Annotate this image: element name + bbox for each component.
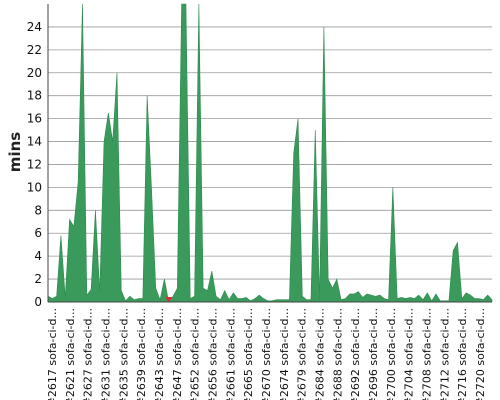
x-tick-label: #2631 sofa-ci-d... bbox=[100, 308, 113, 400]
grid-lines bbox=[48, 26, 492, 280]
x-tick-label: #2656 sofa-ci-d... bbox=[207, 308, 220, 400]
x-tick-label: #2674 sofa-ci-d... bbox=[278, 308, 291, 400]
y-tick-label: 10 bbox=[27, 180, 42, 194]
x-tick-label: #2635 sofa-ci-d... bbox=[117, 308, 130, 400]
axes bbox=[47, 4, 492, 303]
y-tick-label: 22 bbox=[27, 43, 42, 57]
success-duration-area bbox=[47, 3, 493, 303]
y-tick-label: 18 bbox=[27, 89, 42, 103]
y-tick-label: 6 bbox=[34, 226, 42, 240]
x-tick-label: #2643 sofa-ci-d... bbox=[153, 308, 166, 400]
y-tick-label: 8 bbox=[34, 203, 42, 217]
y-tick-label: 14 bbox=[27, 135, 42, 149]
y-axis-label: mins bbox=[6, 132, 24, 172]
x-tick-label: #2684 sofa-ci-d... bbox=[314, 308, 327, 400]
x-tick-label: #2665 sofa-ci-d... bbox=[242, 308, 255, 400]
y-tick-label: 16 bbox=[27, 112, 42, 126]
y-tick-label: 4 bbox=[34, 249, 42, 263]
x-tick-label: #2670 sofa-ci-d... bbox=[260, 308, 273, 400]
x-tick-label: #2720 sofa-ci-d... bbox=[474, 308, 487, 400]
y-tick-label: 0 bbox=[34, 295, 42, 309]
x-tick-label: #2696 sofa-ci-d... bbox=[367, 308, 380, 400]
y-tick-label: 24 bbox=[27, 20, 42, 34]
x-tick-label: #2627 sofa-ci-d... bbox=[82, 308, 95, 400]
x-tick-label: #2708 sofa-ci-d... bbox=[421, 308, 434, 400]
y-tick-label: 2 bbox=[34, 272, 42, 286]
x-tick-label: #2647 sofa-ci-d... bbox=[171, 308, 184, 400]
x-tick-label: #2621 sofa-ci-d... bbox=[64, 308, 77, 400]
x-tick-label: #2692 sofa-ci-d... bbox=[349, 308, 362, 400]
x-tick-label: #2617 sofa-ci-d... bbox=[46, 308, 59, 400]
y-tick-label: 20 bbox=[27, 66, 42, 80]
x-tick-label: #2704 sofa-ci-d... bbox=[403, 308, 416, 400]
x-tick-label: #2652 sofa-ci-d... bbox=[189, 308, 202, 400]
y-tick-label: 12 bbox=[27, 157, 42, 171]
x-tick-label: #2679 sofa-ci-d... bbox=[296, 308, 309, 400]
failed-build-marker bbox=[165, 297, 173, 302]
x-tick-label: #2712 sofa-ci-d... bbox=[438, 308, 451, 400]
x-tick-label: #2661 sofa-ci-d... bbox=[224, 308, 237, 400]
x-tick-label: #2700 sofa-ci-d... bbox=[385, 308, 398, 400]
x-tick-label: #2688 sofa-ci-d... bbox=[331, 308, 344, 400]
x-axis-ticks: #2617 sofa-ci-d... #2621 sofa-ci-d... #262… bbox=[46, 308, 487, 400]
x-tick-label: #2639 sofa-ci-d... bbox=[135, 308, 148, 400]
x-tick-label: #2716 sofa-ci-d... bbox=[456, 308, 469, 400]
